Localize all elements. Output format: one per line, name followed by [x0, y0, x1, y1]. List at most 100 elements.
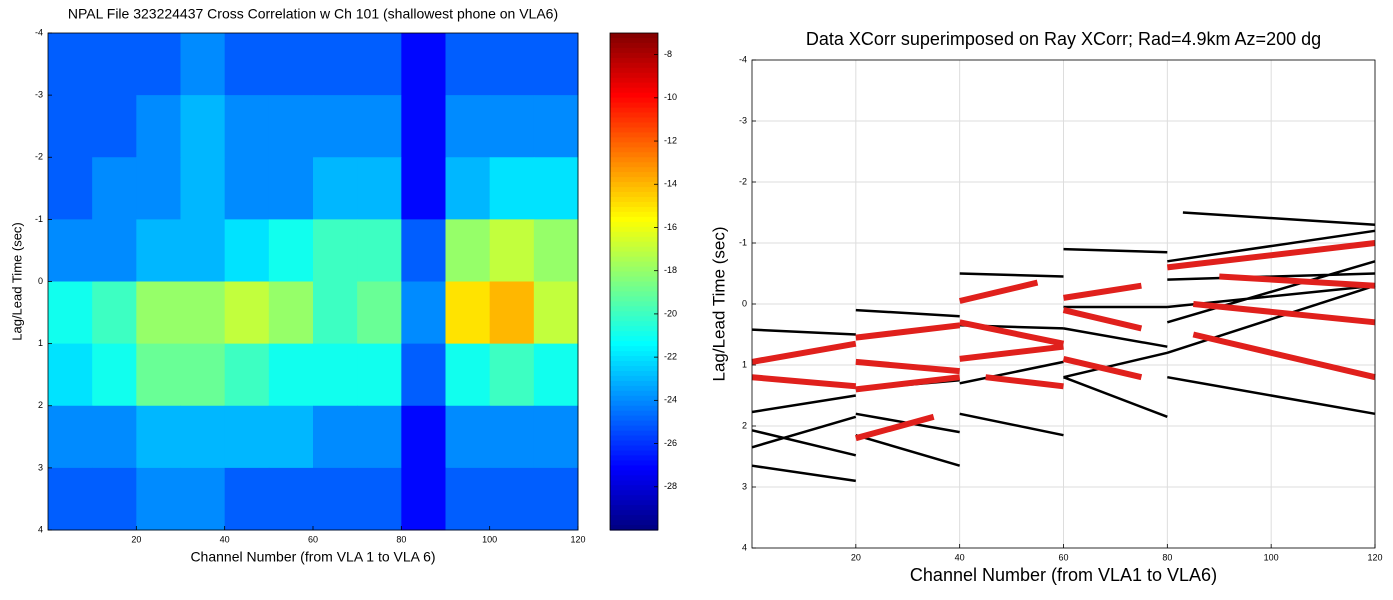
heatmap-cell: [180, 219, 226, 282]
colorbar-step: [610, 276, 658, 283]
heatmap-cell: [136, 343, 181, 407]
heatmap-cell: [224, 281, 270, 345]
colorbar-step: [610, 291, 658, 298]
heatmap-cell: [533, 343, 579, 407]
colorbar-step: [610, 67, 658, 74]
y-tick-label: 0: [38, 276, 43, 286]
colorbar-step: [610, 460, 658, 466]
heatmap-cell: [224, 467, 270, 531]
colorbar-tick-label: -12: [664, 135, 677, 145]
y-tick-label: 3: [742, 481, 747, 491]
heatmap-cell: [533, 219, 579, 282]
heatmap-cell: [268, 33, 314, 96]
heatmap-cell: [136, 467, 181, 531]
colorbar-step: [610, 485, 658, 491]
heatmap-cell: [48, 157, 93, 220]
heatmap-cell: [489, 281, 535, 345]
colorbar-step: [610, 495, 658, 501]
colorbar-step: [610, 311, 658, 317]
colorbar-step: [610, 147, 658, 153]
colorbar-step: [610, 72, 658, 79]
heatmap-cell: [180, 95, 226, 158]
colorbar-step: [610, 201, 658, 208]
colorbar-step: [610, 395, 658, 402]
heatmap-cell: [268, 405, 314, 469]
colorbar-tick-label: -26: [664, 438, 677, 448]
heatmap-cell: [489, 33, 535, 96]
colorbar-step: [610, 490, 658, 496]
colorbar-step: [610, 281, 658, 288]
heatmap-cell: [224, 343, 270, 407]
y-tick-label: -3: [739, 115, 747, 125]
heatmap-cell: [445, 33, 491, 96]
colorbar-step: [610, 301, 658, 307]
heatmap-cell: [224, 405, 270, 469]
colorbar-step: [610, 341, 658, 347]
colorbar-tick-label: -18: [664, 265, 677, 275]
heatmap-cell: [313, 95, 358, 158]
x-tick-label: 40: [955, 552, 965, 562]
x-tick-label: 100: [1264, 552, 1279, 562]
y-tick-label: -3: [35, 90, 43, 100]
colorbar-step: [610, 87, 658, 94]
y-tick-label: -1: [35, 214, 43, 224]
heatmap-cell: [48, 33, 93, 96]
x-tick-label: 120: [1367, 552, 1382, 562]
heatmap-cell: [401, 343, 446, 407]
heatmap-cell: [313, 33, 358, 96]
colorbar-step: [610, 405, 658, 412]
x-tick-label: 60: [1058, 552, 1068, 562]
colorbar-step: [610, 167, 658, 173]
heatmap-cell: [136, 405, 181, 469]
colorbar-step: [610, 127, 658, 133]
colorbar-step: [610, 450, 658, 457]
colorbar-step: [610, 510, 658, 516]
x-tick-label: 40: [220, 534, 230, 544]
colorbar-step: [610, 390, 658, 397]
colorbar-step: [610, 440, 658, 447]
x-axis-label: Channel Number (from VLA 1 to VLA 6): [190, 549, 435, 565]
heatmap-cell: [445, 95, 491, 158]
colorbar-step: [610, 356, 658, 362]
colorbar-step: [610, 261, 658, 268]
heatmap-cell: [48, 281, 93, 345]
colorbar-step: [610, 142, 658, 148]
colorbar-step: [610, 361, 658, 367]
colorbar-step: [610, 102, 658, 109]
y-tick-label: 0: [742, 298, 747, 308]
colorbar-step: [610, 152, 658, 158]
heatmap-cell: [136, 281, 181, 345]
heatmap-cell: [489, 95, 535, 158]
heatmap-cell: [92, 157, 137, 220]
colorbar-step: [610, 351, 658, 357]
heatmap-cell: [401, 157, 446, 220]
heatmap-cell: [445, 219, 491, 282]
colorbar-tick-label: -14: [664, 179, 677, 189]
chart-title: Data XCorr superimposed on Ray XCorr; Ra…: [806, 29, 1321, 49]
heatmap-cell: [445, 405, 491, 469]
colorbar-step: [610, 525, 658, 531]
heatmap-cell: [445, 343, 491, 407]
y-tick-label: -2: [35, 152, 43, 162]
heatmap-cell: [357, 467, 402, 531]
heatmap-cell: [357, 343, 402, 407]
colorbar-step: [610, 182, 658, 188]
heatmap-cell: [445, 281, 491, 345]
colorbar-tick-label: -8: [664, 49, 672, 59]
colorbar-step: [610, 82, 658, 89]
heatmap-cell: [48, 343, 93, 407]
colorbar-tick-label: -20: [664, 308, 677, 318]
colorbar-step: [610, 246, 658, 253]
heatmap-cell: [92, 219, 137, 282]
heatmap-cell: [268, 343, 314, 407]
chart-title: NPAL File 323224437 Cross Correlation w …: [68, 6, 558, 22]
x-tick-label: 100: [482, 534, 497, 544]
colorbar-step: [610, 385, 658, 392]
colorbar-step: [610, 112, 658, 119]
colorbar-step: [610, 380, 658, 387]
colorbar-step: [610, 375, 658, 382]
colorbar-step: [610, 306, 658, 312]
heatmap-cell: [357, 281, 402, 345]
heatmap-cell: [48, 219, 93, 282]
colorbar-tick-label: -22: [664, 352, 677, 362]
